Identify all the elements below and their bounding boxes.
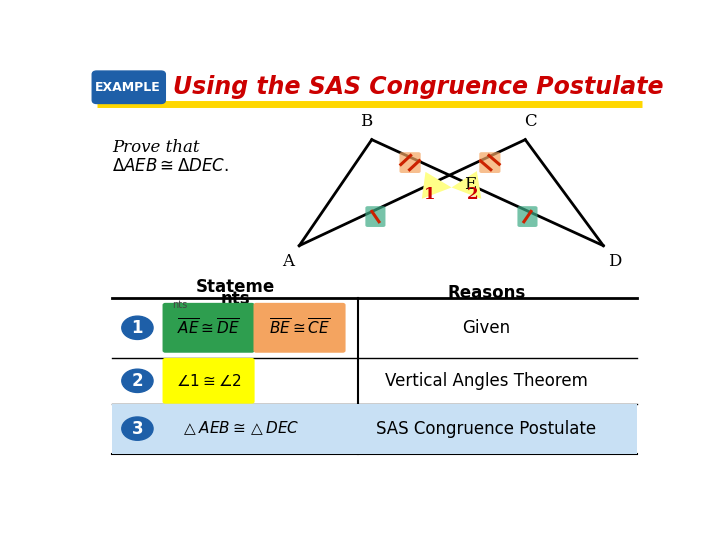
Text: $\overline{BE} \cong \overline{CE}$: $\overline{BE} \cong \overline{CE}$ xyxy=(269,318,330,338)
Text: 1: 1 xyxy=(132,319,143,337)
FancyBboxPatch shape xyxy=(112,404,637,454)
Text: 2: 2 xyxy=(467,186,479,204)
Text: $\angle 1 \cong \angle 2$: $\angle 1 \cong \angle 2$ xyxy=(176,373,242,389)
Text: 2: 2 xyxy=(132,372,143,390)
Text: Vertical Angles Theorem: Vertical Angles Theorem xyxy=(384,372,588,390)
FancyBboxPatch shape xyxy=(92,71,166,104)
Text: Given: Given xyxy=(462,319,510,337)
Text: nts: nts xyxy=(173,300,188,310)
Text: EXAMPLE: EXAMPLE xyxy=(95,81,161,94)
FancyBboxPatch shape xyxy=(253,303,346,353)
FancyBboxPatch shape xyxy=(518,206,538,227)
Text: Using the SAS Congruence Postulate: Using the SAS Congruence Postulate xyxy=(173,75,663,99)
Text: 3: 3 xyxy=(132,420,143,437)
Text: SAS Congruence Postulate: SAS Congruence Postulate xyxy=(376,420,596,437)
Text: $\Delta AEB \cong \Delta DEC.$: $\Delta AEB \cong \Delta DEC.$ xyxy=(112,158,229,175)
Text: $\overline{AE} \cong \overline{DE}$: $\overline{AE} \cong \overline{DE}$ xyxy=(177,318,240,338)
Circle shape xyxy=(122,316,153,340)
Text: A: A xyxy=(282,253,294,270)
Polygon shape xyxy=(422,172,451,199)
FancyBboxPatch shape xyxy=(163,303,255,353)
Text: B: B xyxy=(360,113,372,131)
FancyBboxPatch shape xyxy=(365,206,385,227)
Text: nts: nts xyxy=(220,290,250,308)
Circle shape xyxy=(122,417,153,440)
Text: E: E xyxy=(464,176,476,193)
Polygon shape xyxy=(451,171,482,199)
Text: C: C xyxy=(524,113,537,131)
FancyBboxPatch shape xyxy=(400,152,420,173)
Text: D: D xyxy=(608,253,621,270)
Circle shape xyxy=(122,369,153,393)
Text: $\triangle AEB \cong \triangle DEC$: $\triangle AEB \cong \triangle DEC$ xyxy=(181,420,300,437)
FancyBboxPatch shape xyxy=(163,358,255,404)
Text: Stateme: Stateme xyxy=(195,278,275,295)
FancyBboxPatch shape xyxy=(480,152,500,173)
Text: Reasons: Reasons xyxy=(447,284,526,302)
Text: Prove that: Prove that xyxy=(112,139,200,157)
Text: 1: 1 xyxy=(423,186,435,204)
